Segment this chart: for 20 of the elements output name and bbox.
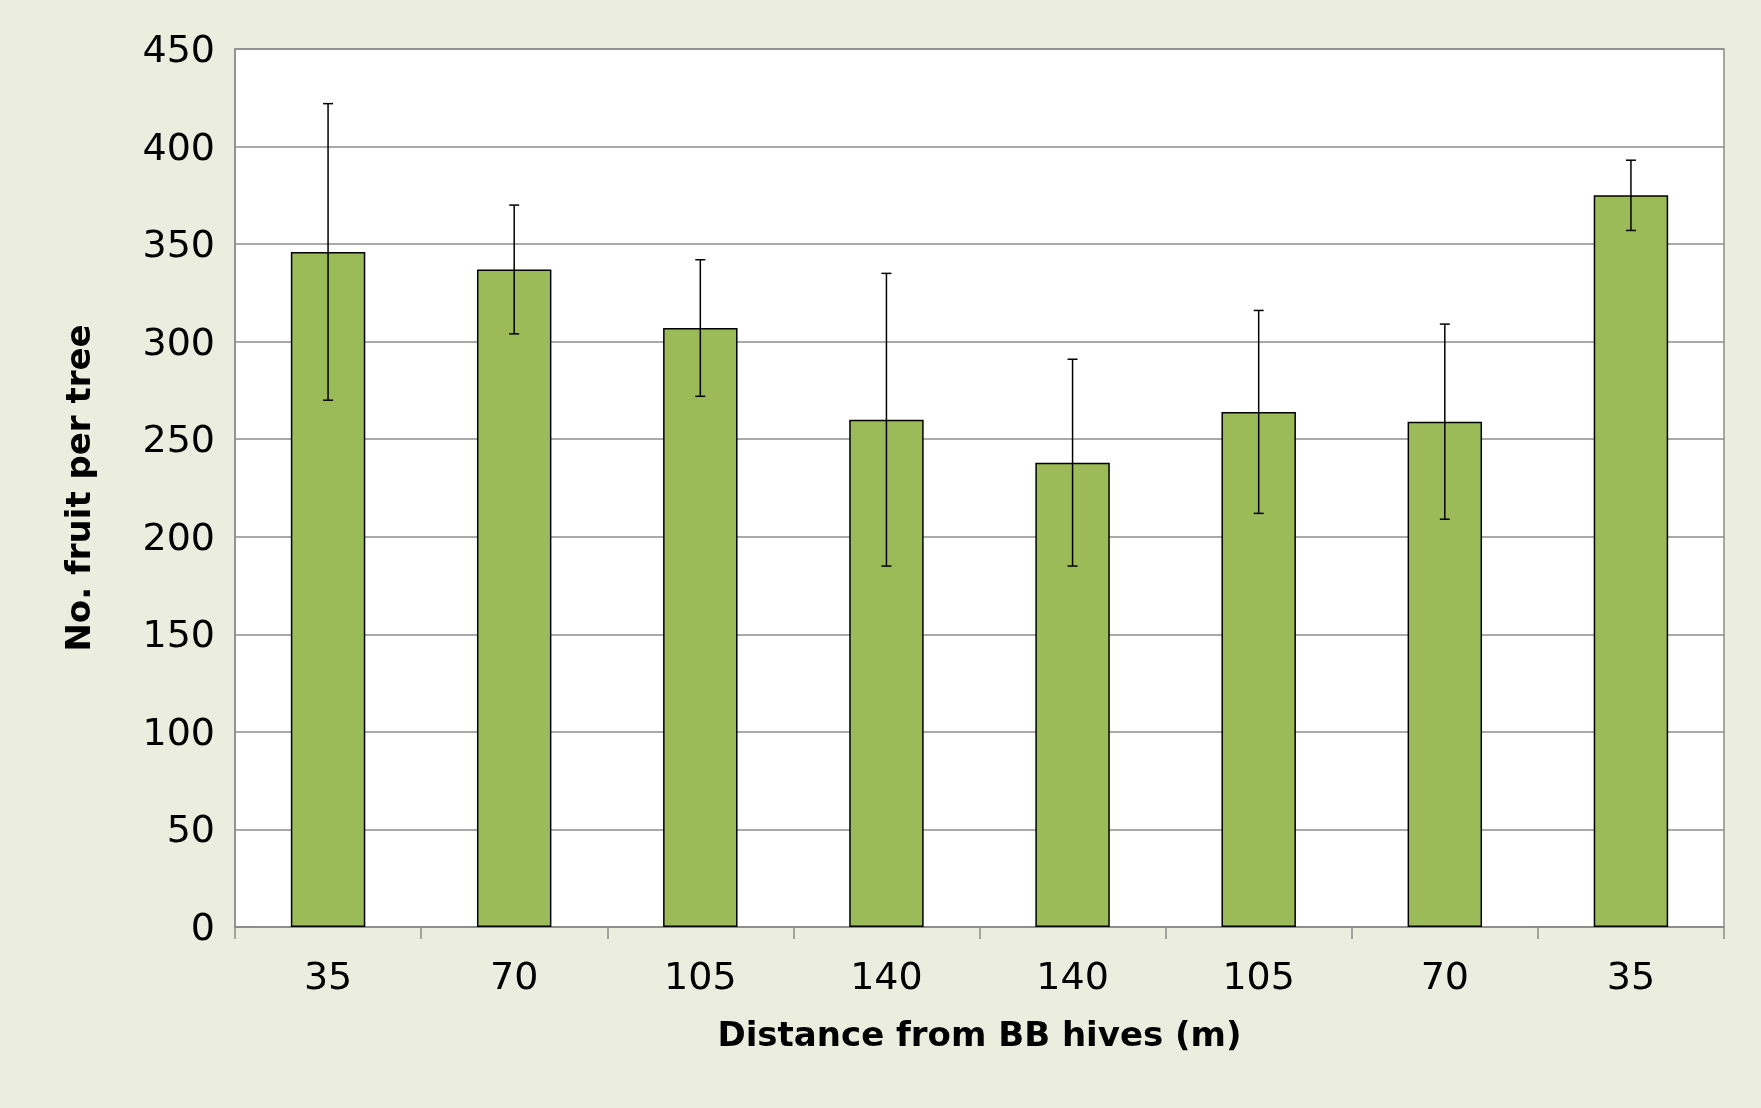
y-tick-label: 100 bbox=[142, 709, 215, 754]
x-tick-label: 140 bbox=[1036, 954, 1109, 998]
y-tick-label: 350 bbox=[142, 222, 215, 267]
y-tick-label: 250 bbox=[142, 417, 215, 462]
y-tick-label: 400 bbox=[142, 124, 215, 169]
y-tick-label: 450 bbox=[142, 27, 215, 71]
x-tick-label: 105 bbox=[1222, 954, 1295, 998]
x-tick-label: 105 bbox=[664, 954, 737, 998]
x-tick-label: 35 bbox=[303, 954, 353, 998]
x-tick-label: 70 bbox=[1420, 954, 1469, 998]
x-tick-label: 140 bbox=[850, 954, 923, 998]
y-axis-title: No. fruit per tree bbox=[58, 324, 98, 652]
y-tick-label: 50 bbox=[166, 807, 215, 852]
y-tick-label: 300 bbox=[142, 319, 215, 364]
x-tick-label: 70 bbox=[490, 954, 539, 998]
x-tick-label: 35 bbox=[1606, 954, 1656, 998]
y-tick-label: 200 bbox=[142, 514, 215, 559]
y-tick-label: 0 bbox=[190, 905, 215, 949]
y-tick-label: 150 bbox=[142, 612, 215, 657]
x-axis-title: Distance from BB hives (m) bbox=[717, 1014, 1242, 1054]
